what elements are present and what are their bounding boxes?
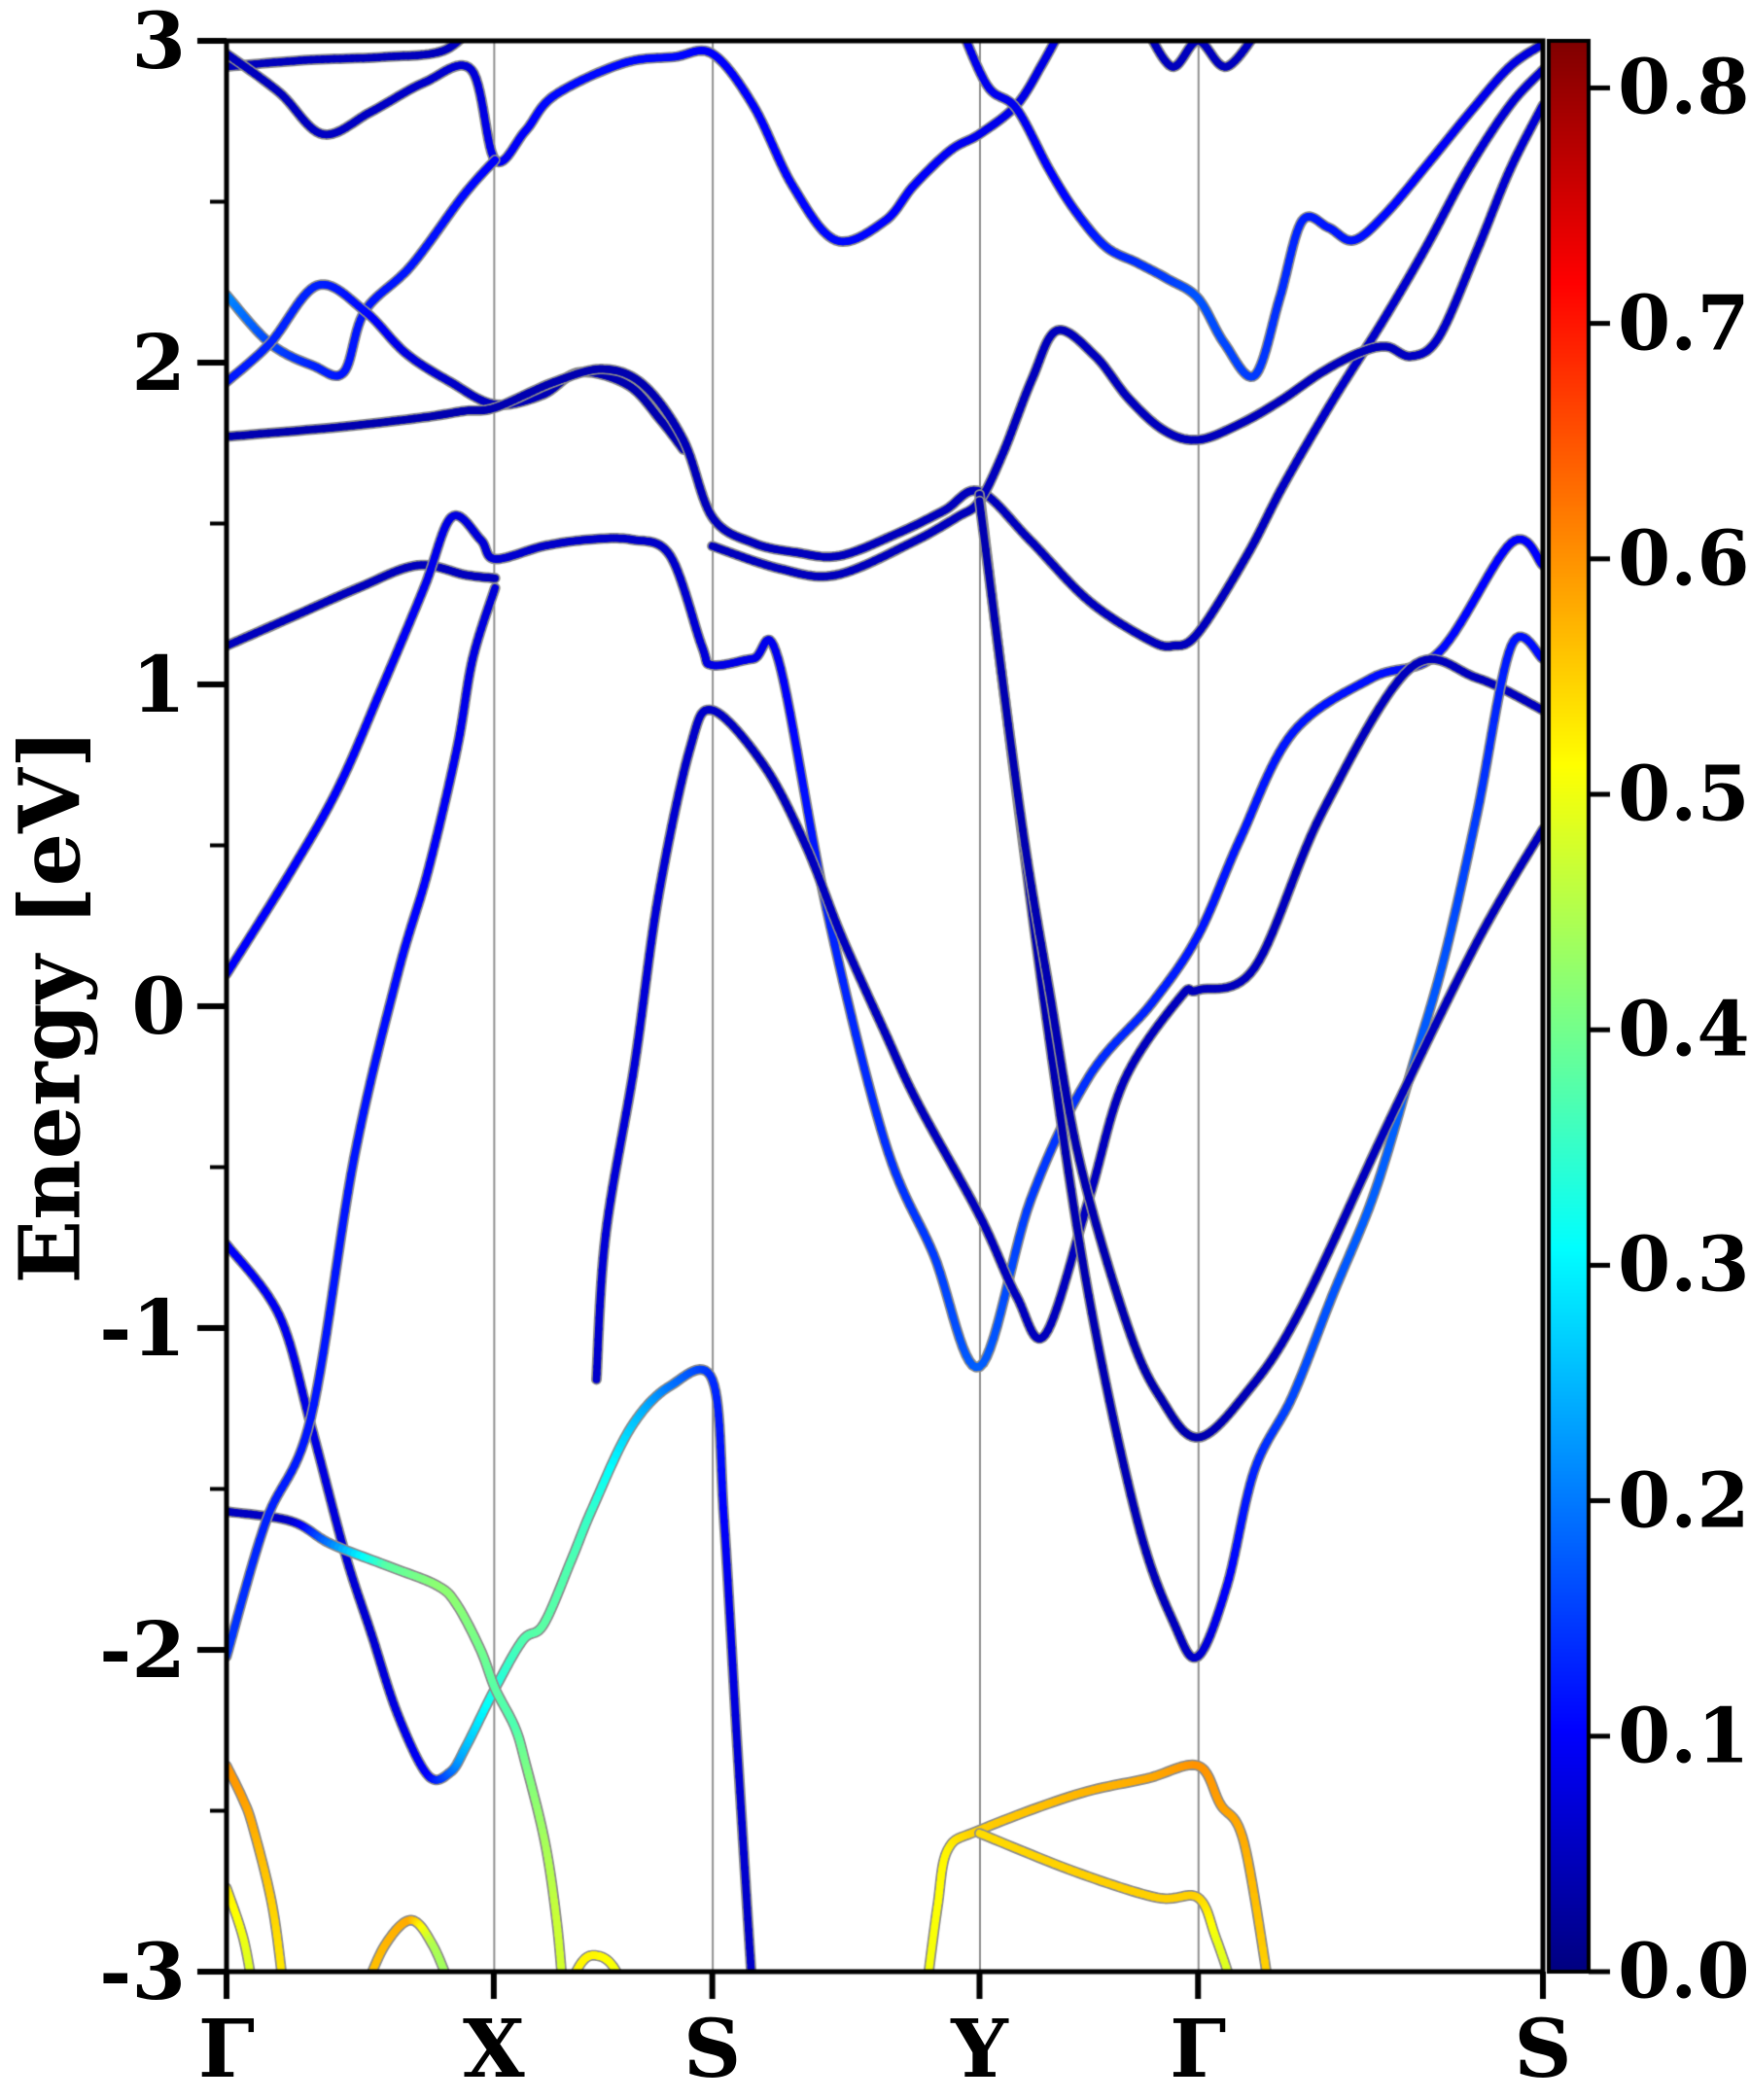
y-tick-label-3: 3 (131, 0, 186, 87)
x-tick-label-X: X (463, 2003, 525, 2096)
colorbar-tick-label-0.1: 0.1 (1618, 1692, 1750, 1781)
y-tick-label-1: 1 (131, 639, 186, 730)
colorbar-tick-label-0.3: 0.3 (1618, 1220, 1750, 1310)
colorbar-tick-label-0.2: 0.2 (1618, 1456, 1750, 1546)
colorbar-tick-label-0.0: 0.0 (1618, 1927, 1750, 2016)
y-tick-label--2: -2 (99, 1604, 186, 1696)
y-tick-label-2: 2 (131, 317, 186, 408)
y-tick-label--1: -1 (99, 1282, 186, 1374)
x-tick-label-Γ: Γ (197, 2003, 256, 2096)
y-axis-title: Energy [eV] (1, 728, 100, 1284)
colorbar-tick-label-0.7: 0.7 (1618, 279, 1750, 368)
x-tick-label-S: S (683, 2003, 742, 2096)
y-tick-label-0: 0 (131, 961, 186, 1052)
colorbar-tick-label-0.4: 0.4 (1618, 985, 1750, 1074)
colorbar-tick-label-0.6: 0.6 (1618, 514, 1750, 604)
colorbar-tick-label-0.8: 0.8 (1618, 43, 1750, 132)
colorbar-tick-label-0.5: 0.5 (1618, 750, 1750, 839)
x-tick-label-S: S (1514, 2003, 1572, 2096)
x-tick-label-Γ: Γ (1170, 2003, 1227, 2096)
x-tick-label-Y: Y (951, 2003, 1008, 2096)
y-tick-label--3: -3 (99, 1926, 186, 2017)
